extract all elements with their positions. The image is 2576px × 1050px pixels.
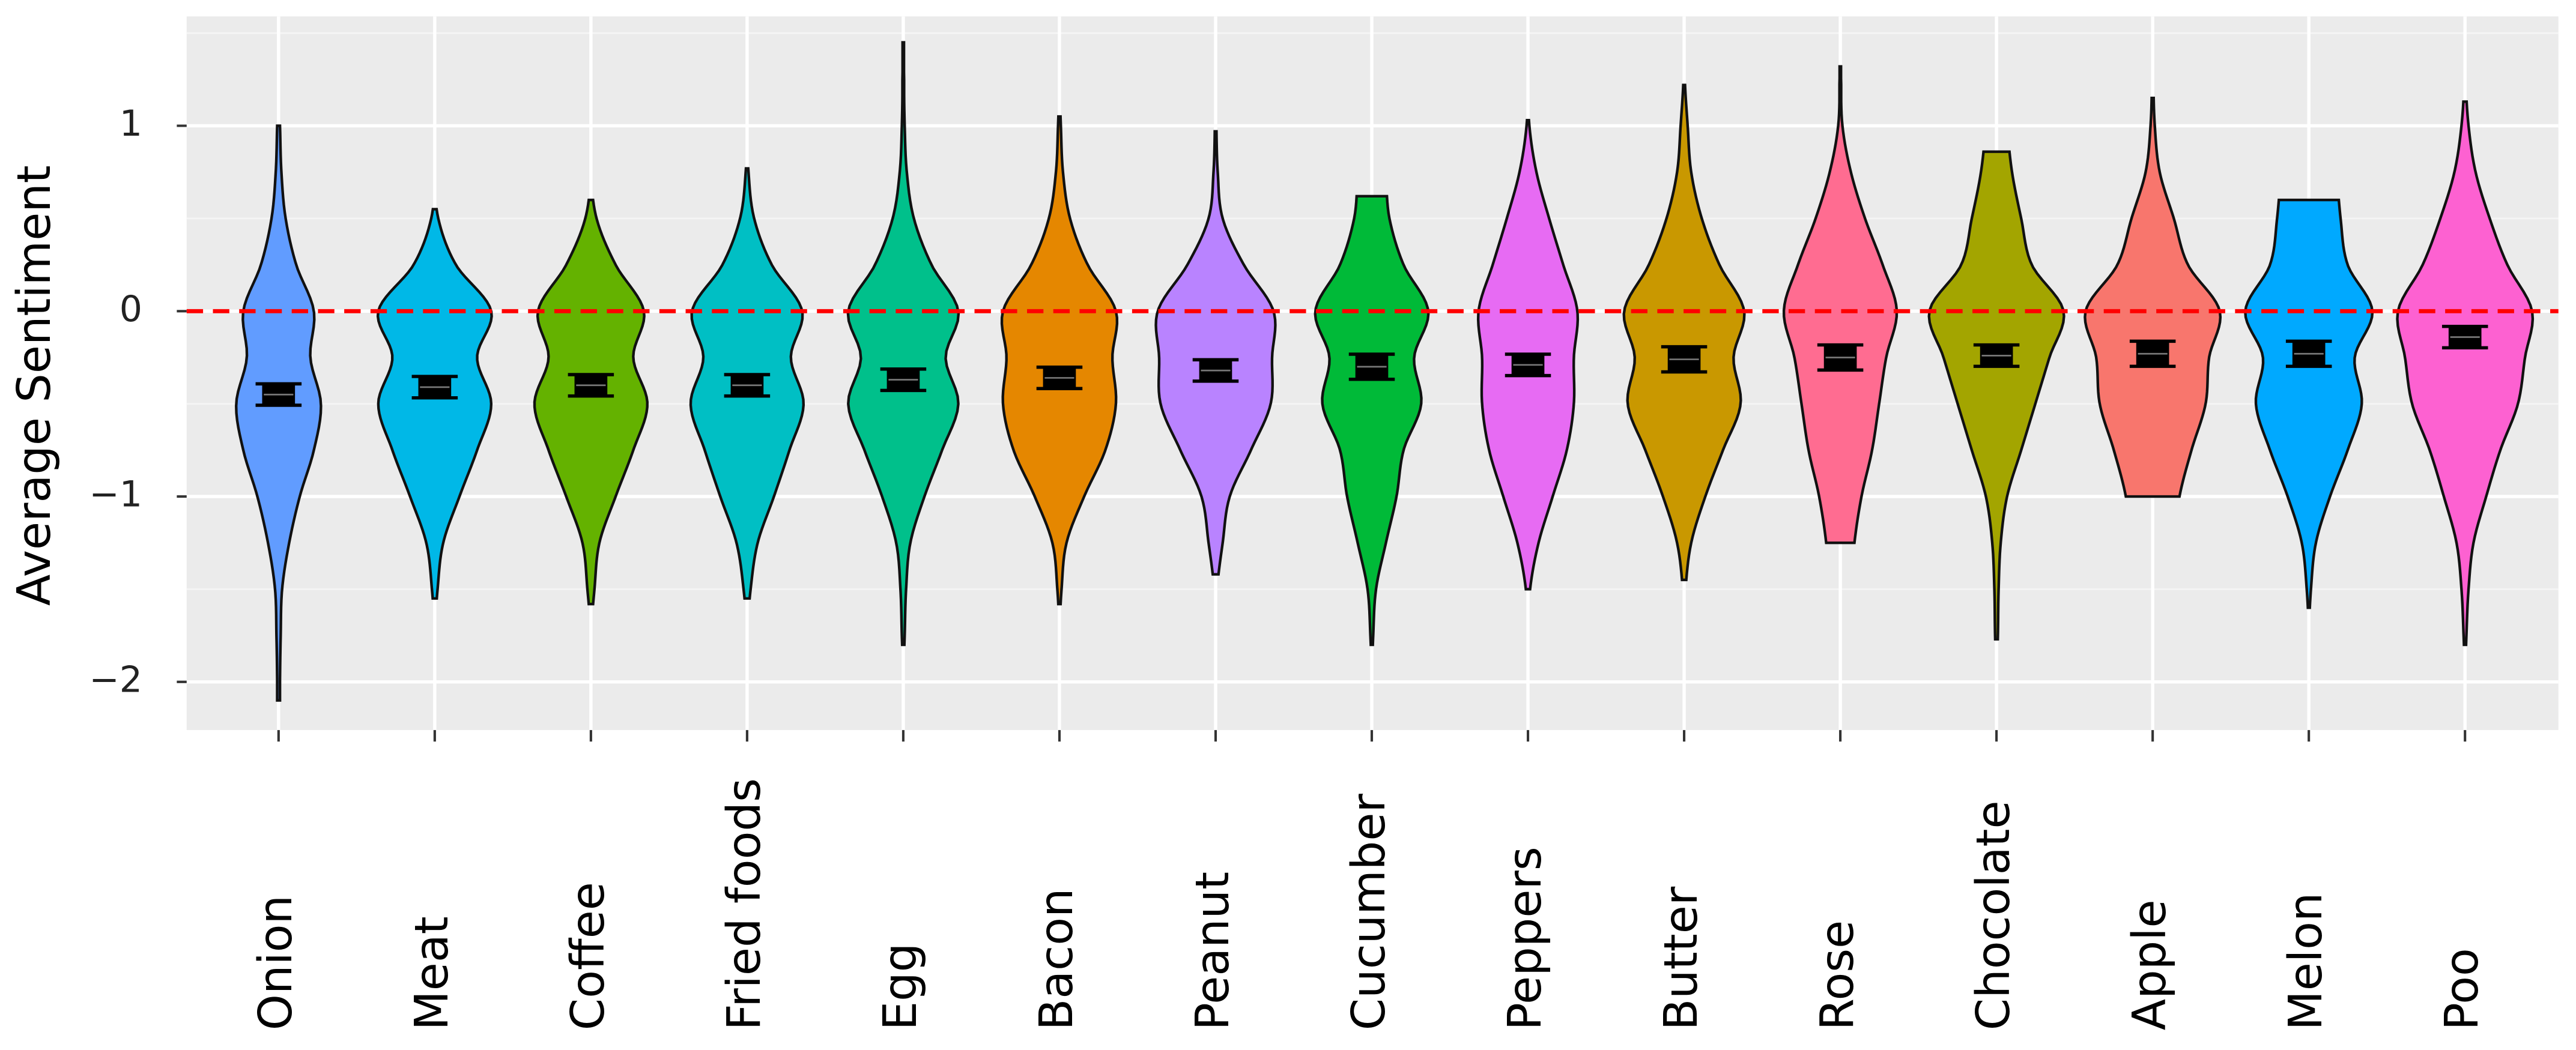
x-tick-label: Rose xyxy=(1811,920,1864,1030)
y-axis-label: Average Sentiment xyxy=(8,165,61,606)
violin xyxy=(2396,100,2535,647)
violin xyxy=(1622,83,1746,582)
x-tick-label: Peanut xyxy=(1186,872,1240,1030)
x-tick-label: Melon xyxy=(2279,893,2333,1031)
y-tick-label: 1 xyxy=(120,103,142,145)
x-tick-label: Chocolate xyxy=(1967,800,2020,1030)
x-tick-label: Peppers xyxy=(1499,846,1552,1030)
x-tick-label: Fried foods xyxy=(718,778,771,1030)
y-tick-label: 0 xyxy=(120,288,142,330)
violin xyxy=(533,198,649,606)
x-tick-label: Meat xyxy=(405,916,459,1030)
violin xyxy=(1782,65,1899,545)
x-tick-label: Onion xyxy=(249,895,303,1030)
violin xyxy=(2084,96,2222,498)
violin xyxy=(2244,198,2374,609)
x-tick-label: Bacon xyxy=(1030,888,1083,1030)
x-tick-label: Coffee xyxy=(562,882,615,1030)
violin xyxy=(1000,115,1119,606)
x-tick-label: Cucumber xyxy=(1342,794,1396,1031)
violin xyxy=(1154,130,1277,576)
violin xyxy=(1314,195,1430,647)
x-tick-label: Poo xyxy=(2435,948,2489,1030)
x-tick-label: Apple xyxy=(2123,899,2177,1030)
x-tick-label: Butter xyxy=(1655,886,1708,1030)
y-tick-label: −2 xyxy=(89,659,142,701)
violin xyxy=(376,208,493,600)
violin xyxy=(846,41,960,647)
x-tick-label: Egg xyxy=(874,943,927,1030)
y-tick-label: −1 xyxy=(89,474,142,516)
